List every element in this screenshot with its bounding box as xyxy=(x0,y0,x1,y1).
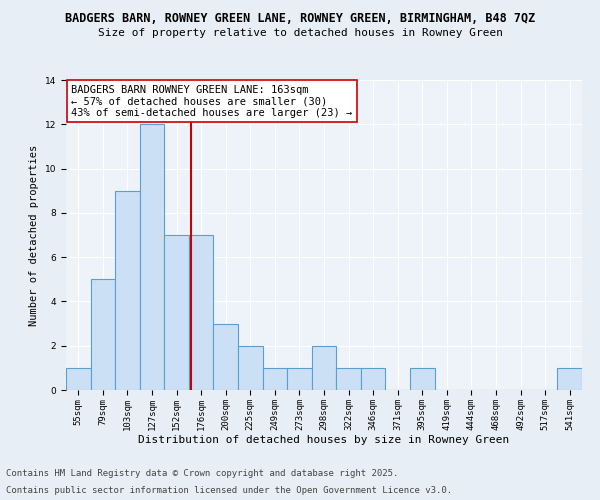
Text: BADGERS BARN ROWNEY GREEN LANE: 163sqm
← 57% of detached houses are smaller (30): BADGERS BARN ROWNEY GREEN LANE: 163sqm ←… xyxy=(71,84,352,118)
Bar xyxy=(164,235,189,390)
Bar xyxy=(189,235,214,390)
Bar xyxy=(91,280,115,390)
Bar xyxy=(66,368,91,390)
Text: Contains HM Land Registry data © Crown copyright and database right 2025.: Contains HM Land Registry data © Crown c… xyxy=(6,468,398,477)
Text: BADGERS BARN, ROWNEY GREEN LANE, ROWNEY GREEN, BIRMINGHAM, B48 7QZ: BADGERS BARN, ROWNEY GREEN LANE, ROWNEY … xyxy=(65,12,535,26)
X-axis label: Distribution of detached houses by size in Rowney Green: Distribution of detached houses by size … xyxy=(139,436,509,446)
Bar xyxy=(214,324,238,390)
Bar xyxy=(287,368,312,390)
Text: Contains public sector information licensed under the Open Government Licence v3: Contains public sector information licen… xyxy=(6,486,452,495)
Bar xyxy=(361,368,385,390)
Bar xyxy=(410,368,434,390)
Text: Size of property relative to detached houses in Rowney Green: Size of property relative to detached ho… xyxy=(97,28,503,38)
Bar xyxy=(115,190,140,390)
Bar xyxy=(557,368,582,390)
Bar xyxy=(140,124,164,390)
Bar xyxy=(336,368,361,390)
Bar xyxy=(238,346,263,390)
Bar xyxy=(263,368,287,390)
Bar xyxy=(312,346,336,390)
Y-axis label: Number of detached properties: Number of detached properties xyxy=(29,144,39,326)
